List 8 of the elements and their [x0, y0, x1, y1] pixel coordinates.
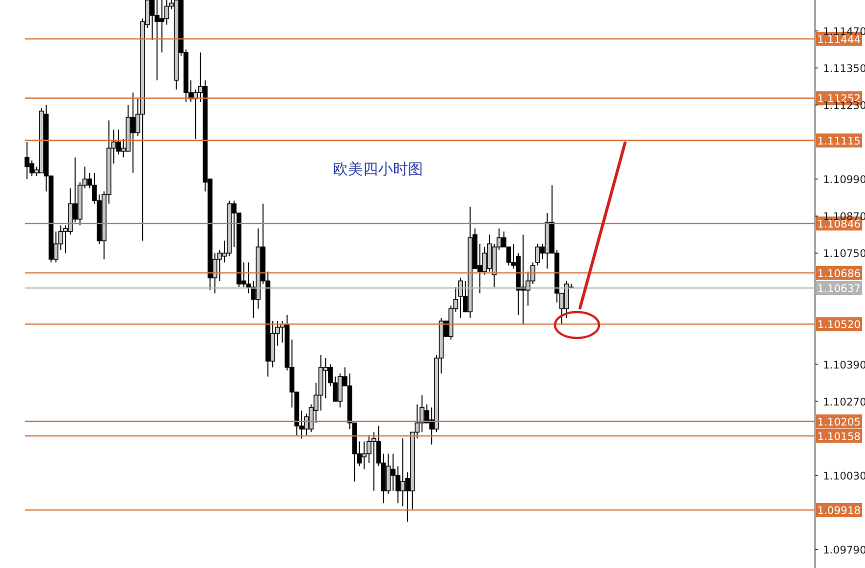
ref-line-label: 1.10205 — [817, 416, 861, 428]
ref-line-label: 1.10637 — [817, 283, 861, 296]
ref-line-label: 1.10686 — [817, 268, 862, 280]
ref-line-label: 1.11115 — [817, 135, 861, 148]
ref-line-label: 1.09918 — [817, 504, 861, 517]
ref-line-label: 1.10520 — [817, 319, 861, 332]
text: 欧美四小时图 — [333, 160, 423, 179]
ref-line-label: 1.10158 — [817, 430, 861, 443]
